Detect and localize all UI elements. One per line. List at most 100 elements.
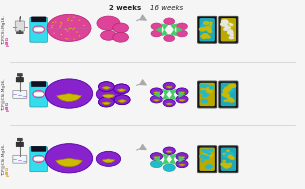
Wedge shape: [153, 92, 160, 94]
Circle shape: [114, 95, 130, 105]
Circle shape: [71, 20, 73, 21]
Wedge shape: [179, 99, 185, 101]
Circle shape: [114, 84, 129, 94]
Circle shape: [207, 152, 212, 155]
Circle shape: [67, 30, 68, 31]
Circle shape: [163, 147, 175, 155]
Circle shape: [202, 36, 207, 39]
Circle shape: [68, 28, 70, 29]
FancyBboxPatch shape: [16, 77, 23, 82]
Circle shape: [205, 165, 212, 169]
Circle shape: [221, 92, 229, 97]
Circle shape: [223, 91, 227, 94]
FancyBboxPatch shape: [31, 17, 46, 22]
Circle shape: [150, 160, 163, 168]
Wedge shape: [166, 86, 172, 88]
FancyBboxPatch shape: [219, 16, 238, 43]
Circle shape: [199, 154, 206, 159]
Circle shape: [176, 153, 188, 160]
Circle shape: [65, 38, 67, 39]
Circle shape: [150, 153, 163, 160]
Circle shape: [224, 24, 228, 27]
Circle shape: [114, 84, 129, 94]
Circle shape: [224, 94, 230, 98]
Circle shape: [67, 20, 69, 21]
Circle shape: [99, 82, 114, 91]
Circle shape: [229, 33, 234, 36]
Circle shape: [206, 164, 213, 168]
Circle shape: [228, 155, 232, 158]
Wedge shape: [166, 103, 172, 105]
Circle shape: [222, 151, 234, 159]
Circle shape: [203, 93, 210, 97]
Circle shape: [209, 85, 214, 89]
FancyBboxPatch shape: [221, 18, 236, 42]
FancyBboxPatch shape: [33, 27, 44, 32]
Circle shape: [203, 150, 208, 153]
Text: TCP@CSi-Mg16-: TCP@CSi-Mg16-: [2, 143, 6, 176]
Circle shape: [201, 149, 206, 152]
Circle shape: [205, 84, 210, 87]
FancyBboxPatch shape: [199, 18, 215, 42]
Circle shape: [200, 90, 206, 94]
Circle shape: [97, 16, 120, 30]
Circle shape: [227, 30, 234, 35]
Circle shape: [60, 25, 62, 26]
Circle shape: [78, 20, 80, 21]
Circle shape: [222, 153, 225, 155]
Circle shape: [229, 156, 235, 160]
Wedge shape: [179, 156, 185, 158]
Circle shape: [203, 149, 209, 153]
Text: 16 weeks: 16 weeks: [149, 5, 183, 11]
Circle shape: [224, 26, 231, 29]
FancyBboxPatch shape: [221, 147, 236, 171]
Text: pBG: pBG: [6, 36, 10, 46]
Circle shape: [227, 97, 233, 101]
FancyBboxPatch shape: [16, 32, 23, 34]
Circle shape: [200, 99, 208, 104]
Wedge shape: [102, 94, 115, 98]
FancyBboxPatch shape: [17, 74, 22, 76]
Circle shape: [163, 99, 175, 107]
Circle shape: [83, 25, 85, 26]
Circle shape: [221, 19, 229, 24]
Circle shape: [206, 36, 210, 39]
Circle shape: [228, 156, 234, 159]
Circle shape: [72, 29, 74, 30]
Circle shape: [201, 95, 205, 98]
Circle shape: [225, 94, 230, 97]
FancyBboxPatch shape: [30, 82, 48, 107]
Circle shape: [99, 97, 114, 107]
Circle shape: [176, 160, 188, 168]
Circle shape: [208, 30, 213, 33]
Circle shape: [206, 29, 212, 32]
Circle shape: [76, 31, 78, 33]
FancyBboxPatch shape: [31, 146, 46, 151]
Wedge shape: [57, 94, 81, 101]
Circle shape: [176, 95, 188, 103]
FancyBboxPatch shape: [33, 157, 44, 161]
Wedge shape: [118, 100, 126, 102]
Wedge shape: [179, 92, 185, 94]
Circle shape: [51, 27, 53, 28]
Circle shape: [227, 29, 233, 33]
Circle shape: [220, 22, 228, 27]
Circle shape: [201, 151, 213, 159]
Text: 2 weeks: 2 weeks: [109, 5, 141, 11]
Circle shape: [223, 89, 230, 93]
Circle shape: [99, 82, 114, 91]
Circle shape: [164, 35, 175, 42]
FancyBboxPatch shape: [17, 138, 22, 141]
FancyBboxPatch shape: [219, 81, 238, 108]
Circle shape: [223, 160, 226, 162]
Circle shape: [209, 22, 213, 24]
Circle shape: [113, 32, 128, 42]
Wedge shape: [102, 87, 110, 89]
Circle shape: [203, 86, 207, 88]
Text: TCP/CSi-Mg16-: TCP/CSi-Mg16-: [2, 15, 6, 45]
Wedge shape: [117, 89, 125, 91]
Circle shape: [151, 23, 162, 30]
Circle shape: [203, 156, 207, 159]
Circle shape: [200, 34, 207, 38]
FancyBboxPatch shape: [199, 147, 215, 171]
